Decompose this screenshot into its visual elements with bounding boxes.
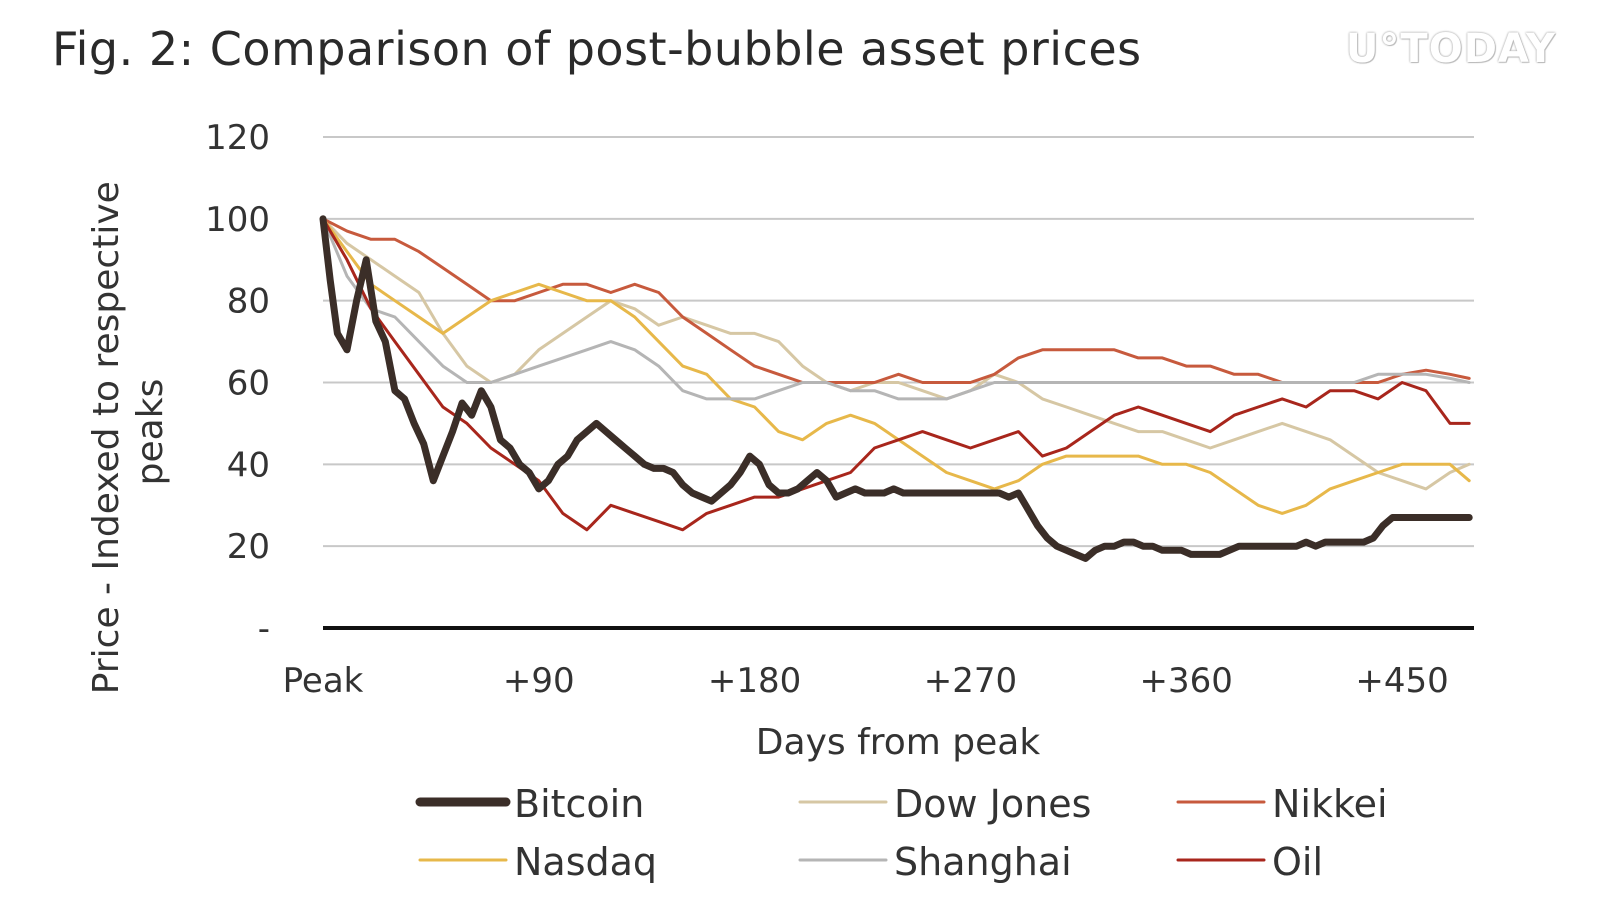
y-axis-title: Price - Indexed to respective peaks: [86, 170, 171, 694]
x-tick-label: +450: [1355, 661, 1448, 701]
legend-item-oil: Oil: [1176, 840, 1323, 884]
y-tick-label: 20: [227, 527, 270, 567]
legend-label: Nasdaq: [514, 840, 657, 884]
legend: Bitcoin Dow Jones Nikkei Nasdaq Shanghai Oil: [415, 782, 1388, 884]
legend-label: Shanghai: [894, 840, 1072, 884]
series-lines: [319, 215, 1473, 562]
y-tick-label: -: [258, 609, 270, 649]
legend-item-nasdaq: Nasdaq: [418, 840, 657, 884]
legend-item-nikkei: Nikkei: [1176, 782, 1388, 826]
series-line-shanghai: [321, 217, 1471, 401]
x-tick-label: +360: [1140, 661, 1233, 701]
series-line-bitcoin: [319, 215, 1473, 562]
legend-item-shanghai: Shanghai: [798, 840, 1072, 884]
legend-label: Dow Jones: [894, 782, 1091, 826]
series-line-oil: [321, 217, 1471, 532]
grid-lines: [323, 136, 1474, 548]
y-tick-label: 40: [227, 445, 270, 485]
y-tick-label: 60: [227, 364, 270, 404]
legend-label: Nikkei: [1272, 782, 1388, 826]
x-tick-label: +180: [708, 661, 801, 701]
watermark-logo: U°TODAY: [1345, 26, 1556, 72]
x-tick-label: +270: [924, 661, 1017, 701]
x-axis-title: Days from peak: [756, 722, 1041, 763]
legend-label: Oil: [1272, 840, 1323, 884]
y-tick-label: 100: [205, 200, 270, 240]
y-axis-ticks: - 20 40 60 80 100 120: [205, 118, 270, 649]
y-tick-label: 80: [227, 282, 270, 322]
x-tick-label: Peak: [283, 661, 364, 701]
y-axis-title-line1: Price - Indexed to respective: [86, 181, 127, 694]
legend-item-bitcoin: Bitcoin: [415, 782, 644, 826]
legend-label: Bitcoin: [514, 782, 644, 826]
x-tick-label: +90: [503, 661, 575, 701]
legend-item-dow-jones: Dow Jones: [798, 782, 1091, 826]
y-axis-title-line2: peaks: [130, 379, 171, 486]
y-tick-label: 120: [205, 118, 270, 158]
series-line-dow-jones: [321, 217, 1471, 491]
chart-title: Fig. 2: Comparison of post-bubble asset …: [52, 22, 1142, 76]
x-axis-ticks: Peak +90 +180 +270 +360 +450: [283, 661, 1449, 701]
series-line-nasdaq: [321, 217, 1471, 515]
